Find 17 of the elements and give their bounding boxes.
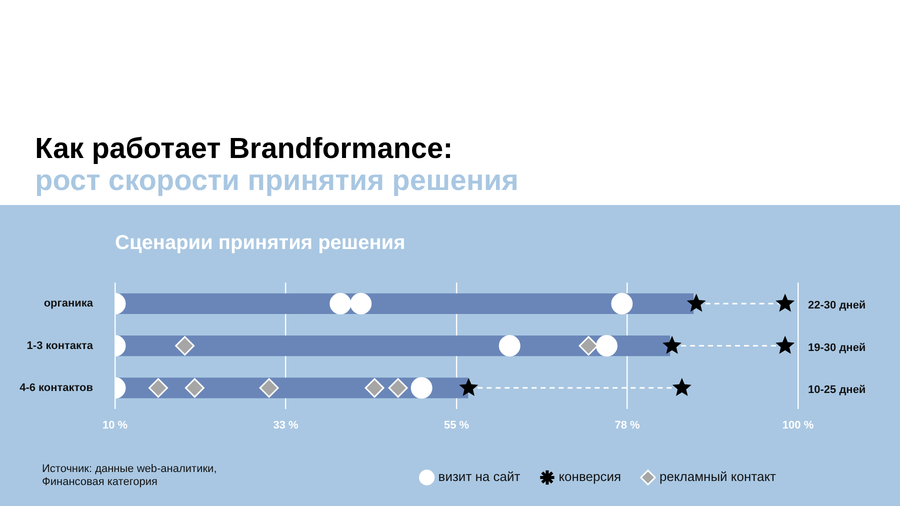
y-tick-label: 1-3 контакта — [26, 340, 94, 352]
legend-label: конверсия — [558, 469, 621, 484]
text: 10-25 дней — [808, 384, 866, 396]
text: Источник: данные web-аналитики, Финансовая категория — [42, 463, 217, 489]
chart-subtitle: Сценарии принятия решения — [115, 232, 406, 255]
x-tick-label: 100 % — [782, 420, 814, 432]
x-tick-label: 10 % — [102, 420, 128, 432]
y-tick-label: 4-6 контактов — [20, 382, 94, 394]
x-tick-label: 33 % — [273, 420, 298, 432]
y-tick-label: органика — [44, 298, 94, 310]
x-tick-label: 55 % — [444, 420, 470, 432]
legend-label: рекламный контакт — [659, 469, 776, 484]
text: 22-30 дней — [808, 300, 866, 312]
text: 19-30 дней — [808, 342, 866, 354]
chart-title: Как работает Brandformance: рост скорости принятия решения — [35, 133, 519, 197]
x-tick-label: 78 % — [614, 420, 640, 432]
legend-label: визит на сайт — [438, 469, 520, 484]
